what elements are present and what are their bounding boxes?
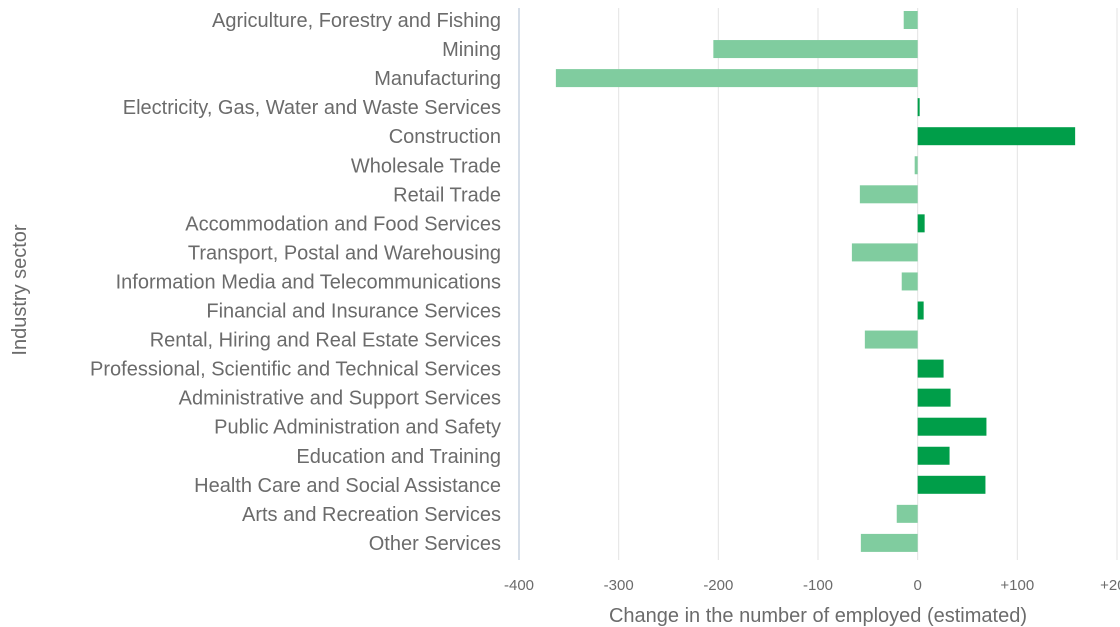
bar xyxy=(917,388,951,407)
category-label: Wholesale Trade xyxy=(351,155,501,177)
bar xyxy=(901,272,918,291)
category-label: Manufacturing xyxy=(374,68,501,90)
bar xyxy=(917,475,986,494)
category-label: Information Media and Telecommunications xyxy=(116,271,501,293)
category-label: Other Services xyxy=(369,533,501,555)
bar xyxy=(917,127,1076,146)
x-tick-labels: -400 -300 -200 -100 0 +100 +200 xyxy=(504,577,1120,594)
category-label: Retail Trade xyxy=(393,184,501,206)
category-label: Accommodation and Food Services xyxy=(185,213,501,235)
bar xyxy=(914,156,918,175)
category-label: Public Administration and Safety xyxy=(214,417,501,439)
category-label: Professional, Scientific and Technical S… xyxy=(90,359,501,381)
bar xyxy=(864,330,918,349)
category-label: Transport, Postal and Warehousing xyxy=(188,242,501,264)
x-tick-label: -200 xyxy=(703,577,733,594)
bar xyxy=(859,185,918,204)
x-tick-label: +100 xyxy=(1000,577,1034,594)
bars xyxy=(555,11,1076,552)
category-label: Mining xyxy=(442,39,501,61)
x-tick-label: -400 xyxy=(504,577,534,594)
bar xyxy=(851,243,918,262)
category-label: Health Care and Social Assistance xyxy=(194,475,501,497)
x-tick-label: -300 xyxy=(604,577,634,594)
y-axis-title: Industry sector xyxy=(9,224,31,356)
category-label: Arts and Recreation Services xyxy=(242,504,501,526)
gridlines xyxy=(618,8,1118,560)
bar xyxy=(555,69,918,88)
category-label: Rental, Hiring and Real Estate Services xyxy=(150,330,501,352)
bar xyxy=(917,359,944,378)
bar xyxy=(917,446,950,465)
bar xyxy=(917,98,920,117)
bar xyxy=(903,11,918,29)
category-label: Administrative and Support Services xyxy=(179,388,501,410)
x-tick-label: 0 xyxy=(913,577,921,594)
category-label: Financial and Insurance Services xyxy=(206,301,501,323)
bar xyxy=(917,417,987,436)
bar xyxy=(917,301,924,320)
category-labels: Agriculture, Forestry and Fishing Mining M… xyxy=(90,10,501,555)
x-tick-label: +200 xyxy=(1100,577,1120,594)
category-label: Construction xyxy=(389,126,501,148)
category-label: Education and Training xyxy=(296,446,501,468)
category-label: Electricity, Gas, Water and Waste Servic… xyxy=(123,97,501,119)
bar xyxy=(860,533,918,552)
x-tick-label: -100 xyxy=(803,577,833,594)
category-label: Agriculture, Forestry and Fishing xyxy=(212,10,501,32)
bar xyxy=(917,214,925,233)
x-axis-title: Change in the number of employed (estima… xyxy=(609,605,1027,627)
bar xyxy=(896,504,918,523)
bar xyxy=(713,40,918,59)
